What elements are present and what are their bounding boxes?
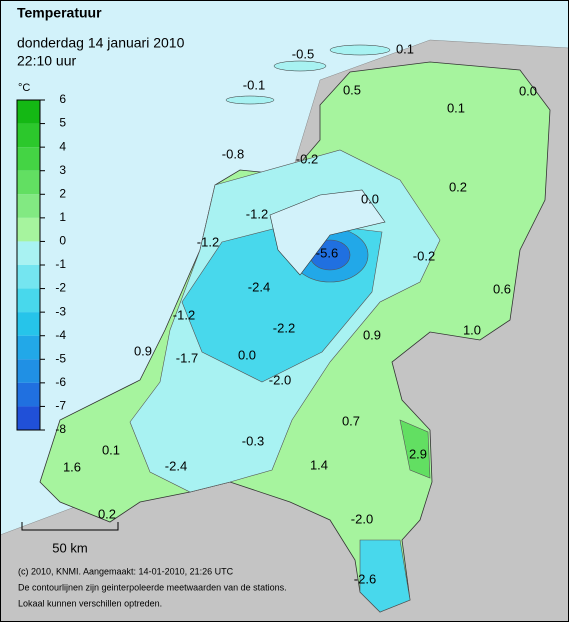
legend-band xyxy=(17,335,40,360)
station-value: 0.9 xyxy=(363,327,381,342)
footer-line: Lokaal kunnen verschillen optreden. xyxy=(18,598,162,608)
stations: -0.5 0.1 -0.1 0.5 0.1 0.0 -0.8 -0.2 0.2 0.0 -1.2 -1… xyxy=(63,41,537,586)
station-value: -2.0 xyxy=(351,511,373,526)
legend-tick-label: -3 xyxy=(55,304,66,318)
legend-tick-label: -7 xyxy=(55,399,66,413)
station-value: -1.2 xyxy=(246,206,268,221)
station-value: -0.1 xyxy=(243,77,265,92)
legend-band xyxy=(17,217,40,242)
island xyxy=(225,95,275,105)
station-value: 0.9 xyxy=(134,343,152,358)
island xyxy=(273,60,327,72)
legend-band xyxy=(17,170,40,195)
legend-band xyxy=(17,241,40,265)
legend-tick-label: -4 xyxy=(55,328,66,342)
station-value: 0.6 xyxy=(493,281,511,296)
station-value: -0.3 xyxy=(242,433,264,448)
station-value: -1.2 xyxy=(197,234,219,249)
legend-band xyxy=(17,312,40,336)
island xyxy=(329,44,391,56)
station-value: -2.0 xyxy=(269,372,291,387)
legend-tick-label: -5 xyxy=(55,351,66,365)
contour-limburg xyxy=(359,539,411,613)
station-value: -0.2 xyxy=(413,248,435,263)
legend-band xyxy=(17,265,40,289)
station-value: 1.0 xyxy=(463,322,481,337)
station-value: 0.2 xyxy=(98,506,116,521)
legend: 6 5 4 3 2 1 0 -1 -2 -3 -4 -5 -6 -7 -8 xyxy=(16,92,66,436)
station-value: -1.2 xyxy=(173,307,195,322)
station-value: -0.5 xyxy=(292,46,314,61)
station-value: -2.2 xyxy=(273,320,295,335)
legend-band xyxy=(17,147,40,171)
station-value: 0.0 xyxy=(519,83,537,98)
footer-line: De contourlijnen zijn geinterpoleerde me… xyxy=(18,582,287,592)
legend-tick-label: 2 xyxy=(59,186,66,200)
legend-tick-label: 5 xyxy=(59,116,66,130)
legend-tick-label: -6 xyxy=(55,375,66,389)
legend-unit: °C xyxy=(18,82,30,94)
station-value: -0.8 xyxy=(222,146,244,161)
station-value: 0.1 xyxy=(447,100,465,115)
station-value: 0.1 xyxy=(102,442,120,457)
station-value: -1.7 xyxy=(176,350,198,365)
station-value: 1.4 xyxy=(310,457,328,472)
legend-tick-label: -1 xyxy=(55,257,66,271)
legend-band xyxy=(17,288,40,313)
station-value: 2.9 xyxy=(409,446,427,461)
lake xyxy=(269,189,386,276)
station-value: 0.2 xyxy=(449,179,467,194)
legend-tick-label: 0 xyxy=(59,234,66,248)
legend-tick-label: 1 xyxy=(59,210,66,224)
station-value: 0.0 xyxy=(238,347,256,362)
legend-band xyxy=(17,406,40,430)
station-value: 1.6 xyxy=(63,459,81,474)
station-value: 0.5 xyxy=(343,82,361,97)
date: donderdag 14 januari 2010 xyxy=(17,35,185,51)
footer-line: (c) 2010, KNMI. Aangemaakt: 14-01-2010, … xyxy=(18,566,234,576)
station-value: 0.1 xyxy=(396,41,414,56)
station-value: 0.0 xyxy=(361,191,379,206)
scale-bar xyxy=(21,522,119,531)
station-value: -0.2 xyxy=(296,151,318,166)
contour-east xyxy=(399,419,431,479)
station-value: -2.6 xyxy=(354,571,376,586)
station-value: -5.6 xyxy=(316,245,338,260)
title: Temperatuur xyxy=(17,5,102,21)
legend-band xyxy=(17,123,40,148)
legend-tick-label: -2 xyxy=(55,281,66,295)
legend-tick-label: 6 xyxy=(59,92,66,106)
legend-band xyxy=(17,359,40,383)
station-value: -2.4 xyxy=(248,279,270,294)
legend-band xyxy=(17,194,40,218)
legend-tick-label: -8 xyxy=(55,422,66,436)
scale-label: 50 km xyxy=(52,540,87,555)
legend-band xyxy=(17,382,40,407)
legend-tick-label: 4 xyxy=(59,139,66,153)
time: 22:10 uur xyxy=(17,53,76,69)
station-value: -2.4 xyxy=(165,458,187,473)
legend-tick-label: 3 xyxy=(59,163,66,177)
legend-band xyxy=(17,100,40,124)
station-value: 0.7 xyxy=(342,413,360,428)
